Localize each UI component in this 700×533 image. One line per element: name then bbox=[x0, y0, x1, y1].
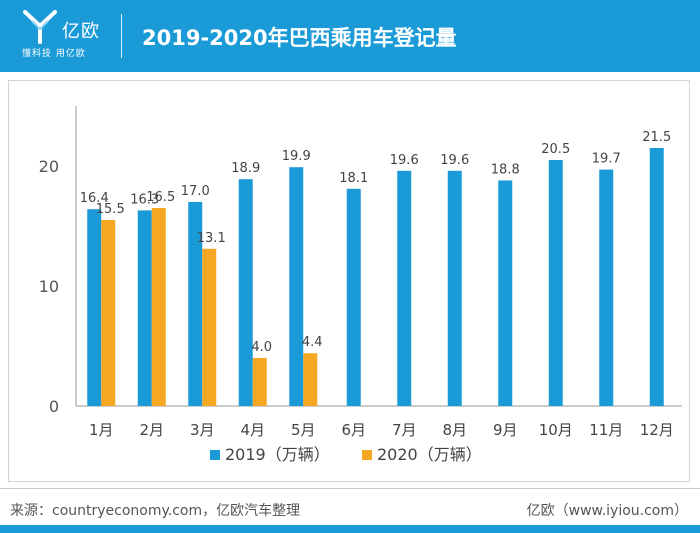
bar-2019 bbox=[649, 148, 664, 406]
bar-chart: 0 10 20 16.415.5 1月 16.316.5 2月 17.0 13.1 3月 18.9 4… bbox=[39, 106, 682, 464]
data-label-2020: 13.1 bbox=[197, 231, 226, 246]
data-label-2020: 16.5 bbox=[146, 190, 175, 205]
bar-2019 bbox=[599, 169, 614, 406]
data-label-2019: 20.5 bbox=[541, 142, 570, 157]
data-label-2019: 19.7 bbox=[592, 152, 621, 167]
bar-2020 bbox=[202, 248, 217, 406]
bar-2019 bbox=[447, 170, 462, 406]
data-label-2019: 19.6 bbox=[440, 153, 469, 168]
data-label-2019: 19.9 bbox=[282, 149, 311, 164]
bar-2019 bbox=[188, 202, 203, 406]
x-tick-label: 5月 bbox=[291, 421, 316, 439]
data-label-2020: 15.5 bbox=[96, 202, 125, 217]
data-label-2019: 21.5 bbox=[642, 130, 671, 145]
bar-2019 bbox=[87, 209, 102, 406]
x-tick-label: 2月 bbox=[139, 421, 164, 439]
bar-2019 bbox=[137, 210, 152, 406]
bar-2019 bbox=[289, 167, 304, 406]
page-title: 2019-2020年巴西乘用车登记量 bbox=[142, 26, 457, 50]
legend-swatch-2019 bbox=[210, 450, 220, 460]
logo[interactable]: 亿欧 懂科技 用亿欧 bbox=[22, 10, 112, 62]
source-note: 来源：countryeconomy.com，亿欧汽车整理 bbox=[10, 503, 301, 519]
y-tick-label: 20 bbox=[39, 157, 59, 176]
x-tick-label: 9月 bbox=[493, 421, 518, 439]
x-tick-label: 12月 bbox=[640, 421, 674, 439]
bar-2019 bbox=[397, 170, 412, 406]
x-tick-label: 7月 bbox=[392, 421, 417, 439]
data-label-2019: 18.8 bbox=[491, 162, 520, 177]
bar-2019 bbox=[238, 179, 253, 406]
header-bar: 亿欧 懂科技 用亿欧 2019-2020年巴西乘用车登记量 bbox=[0, 0, 700, 72]
bar-2020 bbox=[303, 353, 318, 406]
x-tick-label: 3月 bbox=[190, 421, 215, 439]
chart-panel: 0 10 20 16.4 15.5 1月 16.3 16.5 2月 17.0 13.1 3月 18.9 4… bbox=[8, 80, 690, 482]
x-tick-label: 1月 bbox=[89, 421, 114, 439]
data-label-2019: 16.4 bbox=[80, 191, 109, 206]
bar-2019 bbox=[498, 180, 513, 406]
data-label-2019: 18.1 bbox=[339, 171, 368, 186]
header-divider bbox=[121, 14, 122, 58]
bottom-bar bbox=[0, 525, 700, 533]
legend-label-2020: 2020（万辆） bbox=[377, 445, 482, 464]
data-label-2019: 17.0 bbox=[181, 184, 210, 199]
bar-2019 bbox=[548, 160, 563, 406]
bar-2020 bbox=[151, 208, 166, 406]
data-label-2020: 4.0 bbox=[251, 340, 272, 355]
data-label-2020: 4.4 bbox=[302, 335, 323, 350]
legend-swatch-2020 bbox=[362, 450, 372, 460]
logo-subtitle: 懂科技 用亿欧 bbox=[22, 49, 86, 59]
x-tick-label: 11月 bbox=[589, 421, 623, 439]
x-tick-label: 4月 bbox=[240, 421, 265, 439]
y-tick-label: 0 bbox=[49, 397, 59, 416]
bar-2019 bbox=[346, 188, 361, 406]
data-label-2019: 19.6 bbox=[390, 153, 419, 168]
x-tick-label: 6月 bbox=[341, 421, 366, 439]
x-tick-label: 10月 bbox=[539, 421, 573, 439]
brand-url: 亿欧（www.iyiou.com） bbox=[526, 503, 688, 519]
footer-divider bbox=[0, 488, 700, 489]
logo-y-icon bbox=[23, 10, 57, 44]
data-label-2019: 18.9 bbox=[231, 161, 260, 176]
bar-2020 bbox=[101, 220, 116, 406]
y-tick-label: 10 bbox=[39, 277, 59, 296]
data-label-2019: 16.3 bbox=[130, 192, 159, 207]
bar-2020 bbox=[252, 358, 267, 406]
logo-text: 亿欧 bbox=[62, 21, 100, 42]
legend-label-2019: 2019（万辆） bbox=[225, 445, 330, 464]
x-tick-label: 8月 bbox=[442, 421, 467, 439]
